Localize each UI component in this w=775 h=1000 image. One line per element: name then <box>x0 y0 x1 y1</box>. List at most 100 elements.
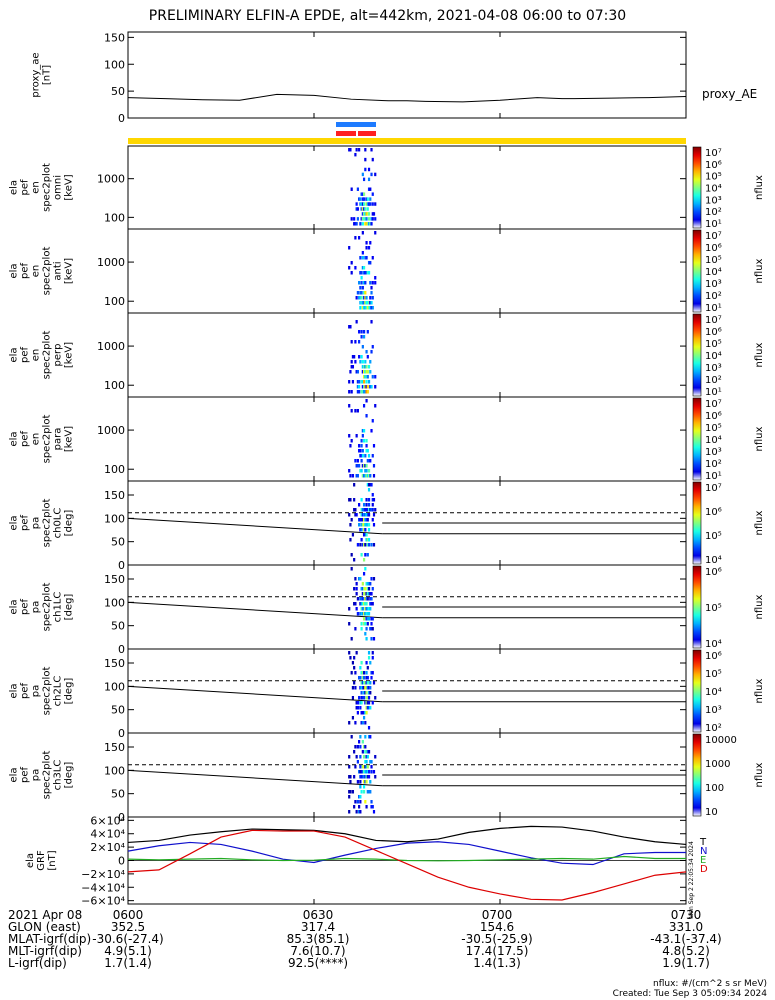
spectrogram-cell <box>365 375 368 379</box>
spectrogram-cell <box>367 523 371 527</box>
colorbar-tick-label: 10⁵ <box>705 255 722 266</box>
footer-created: Created: Tue Sep 3 05:09:34 2024 <box>612 989 767 999</box>
spectrogram-cell <box>370 543 373 547</box>
spectrogram-cell <box>360 661 363 665</box>
xaxis-value: 4.9(5.1) <box>104 944 152 958</box>
spectrogram-cell <box>360 627 363 631</box>
spectrogram-cell <box>366 686 369 690</box>
spectrogram-cells <box>348 483 377 562</box>
spectrogram-cell <box>361 543 364 547</box>
spectrogram-cell <box>348 513 351 517</box>
spectrogram-cell <box>353 222 356 226</box>
spectrogram-cell <box>362 281 366 285</box>
spectrogram-cell <box>362 375 366 379</box>
colorbar-tick-label: 10⁴ <box>705 351 722 362</box>
colorbar-tick-label: 10⁶ <box>705 567 722 578</box>
y-axis-label: anti <box>53 261 64 280</box>
spectrogram-cell <box>360 612 363 616</box>
spectrogram-cell <box>360 696 363 700</box>
spectrogram-cell <box>360 513 363 517</box>
spectrogram-cell <box>365 301 368 305</box>
spectrogram-cell <box>362 681 366 685</box>
spectrogram-cell <box>358 385 361 389</box>
spectrogram-cell <box>371 217 374 221</box>
spectrogram-cell <box>367 612 371 616</box>
spectrogram-cell <box>367 217 371 221</box>
spectrogram-cell <box>360 790 363 794</box>
spectrogram-cell <box>369 483 372 487</box>
spectrogram-cell <box>362 745 366 749</box>
spectrogram-cell <box>351 716 355 720</box>
spectrogram-cell <box>364 686 367 690</box>
spectrogram-cell <box>364 607 367 611</box>
spectrogram-cell <box>350 553 353 557</box>
spectrogram-cell <box>367 706 371 710</box>
spectrogram-cell <box>362 755 366 759</box>
spectrogram-cell <box>349 370 352 374</box>
spectrogram-cell <box>370 676 373 680</box>
y-axis-label: ch2LC <box>53 676 64 707</box>
spectrogram-cell <box>361 696 364 700</box>
y-axis-label: ela <box>9 683 20 698</box>
spectrogram-cell <box>365 533 368 537</box>
spectrogram-cell <box>367 775 371 779</box>
proxy-ae-line <box>127 93 687 103</box>
spectrogram-cell <box>353 602 356 606</box>
spectrogram-cell <box>355 370 358 374</box>
spectrogram-cells <box>348 735 377 814</box>
spectrogram-cell <box>348 790 351 794</box>
spectrogram-cell <box>349 148 352 152</box>
spectrogram-cell <box>367 301 371 305</box>
spectrogram-cell <box>364 780 367 784</box>
spectrogram-cell <box>351 380 355 384</box>
spectrogram-cell <box>361 721 364 725</box>
y-tick-label: 150 <box>104 573 125 586</box>
y-tick-label: 1000 <box>97 424 125 437</box>
spectrogram-cell <box>350 735 353 739</box>
y-axis-label: spec2plot <box>42 667 53 716</box>
spectrogram-cell <box>374 508 377 512</box>
spectrogram-cell <box>355 222 358 226</box>
spectrogram-cell <box>359 686 362 690</box>
spectrogram-cell <box>360 296 363 300</box>
y-tick-label: 100 <box>104 379 125 392</box>
spectrogram-cell <box>362 513 366 517</box>
spectrogram-cell <box>371 306 374 310</box>
spectrogram-cell <box>359 306 362 310</box>
y-axis-label: pef <box>20 683 31 700</box>
spectrogram-cell <box>364 770 367 774</box>
colorbar <box>692 733 702 817</box>
spectrogram-cell <box>351 365 355 369</box>
spectrogram-cell <box>361 513 364 517</box>
spectrogram-cell <box>362 439 366 443</box>
spectrogram-cell <box>364 765 367 769</box>
spectrogram-cell <box>365 508 368 512</box>
spectrogram-cell <box>367 587 371 591</box>
y-axis-label: [deg] <box>64 594 75 621</box>
spectrogram-cell <box>366 538 369 542</box>
spectrogram-cell <box>358 296 361 300</box>
colorbar-tick-label: 10⁵ <box>705 172 722 183</box>
spectrogram-cell <box>361 612 364 616</box>
spectrogram-cell <box>372 498 376 502</box>
spectrogram-cell <box>366 770 369 774</box>
spectrogram-cell <box>355 706 358 710</box>
spectrogram-cell <box>358 523 361 527</box>
spectrogram-cell <box>365 602 368 606</box>
spectrogram-cell <box>369 790 372 794</box>
spectrogram-cell <box>367 202 371 206</box>
spectrogram-cell <box>354 686 357 690</box>
spectrogram-cell <box>365 711 368 715</box>
spectrogram-cell <box>362 543 366 547</box>
colorbar-tick-label: 10⁷ <box>705 483 722 494</box>
spectrogram-cell <box>362 217 366 221</box>
spectrogram-cell <box>370 617 373 621</box>
spectrogram-cell <box>369 760 372 764</box>
spectrogram-cells <box>348 231 377 310</box>
spectrogram-cell <box>360 681 363 685</box>
y-tick-label: 1000 <box>97 173 125 186</box>
spectrogram-cell <box>359 780 362 784</box>
spectrogram-cell <box>372 770 376 774</box>
spectrogram-cell <box>364 291 367 295</box>
y-axis-label: pef <box>20 599 31 616</box>
